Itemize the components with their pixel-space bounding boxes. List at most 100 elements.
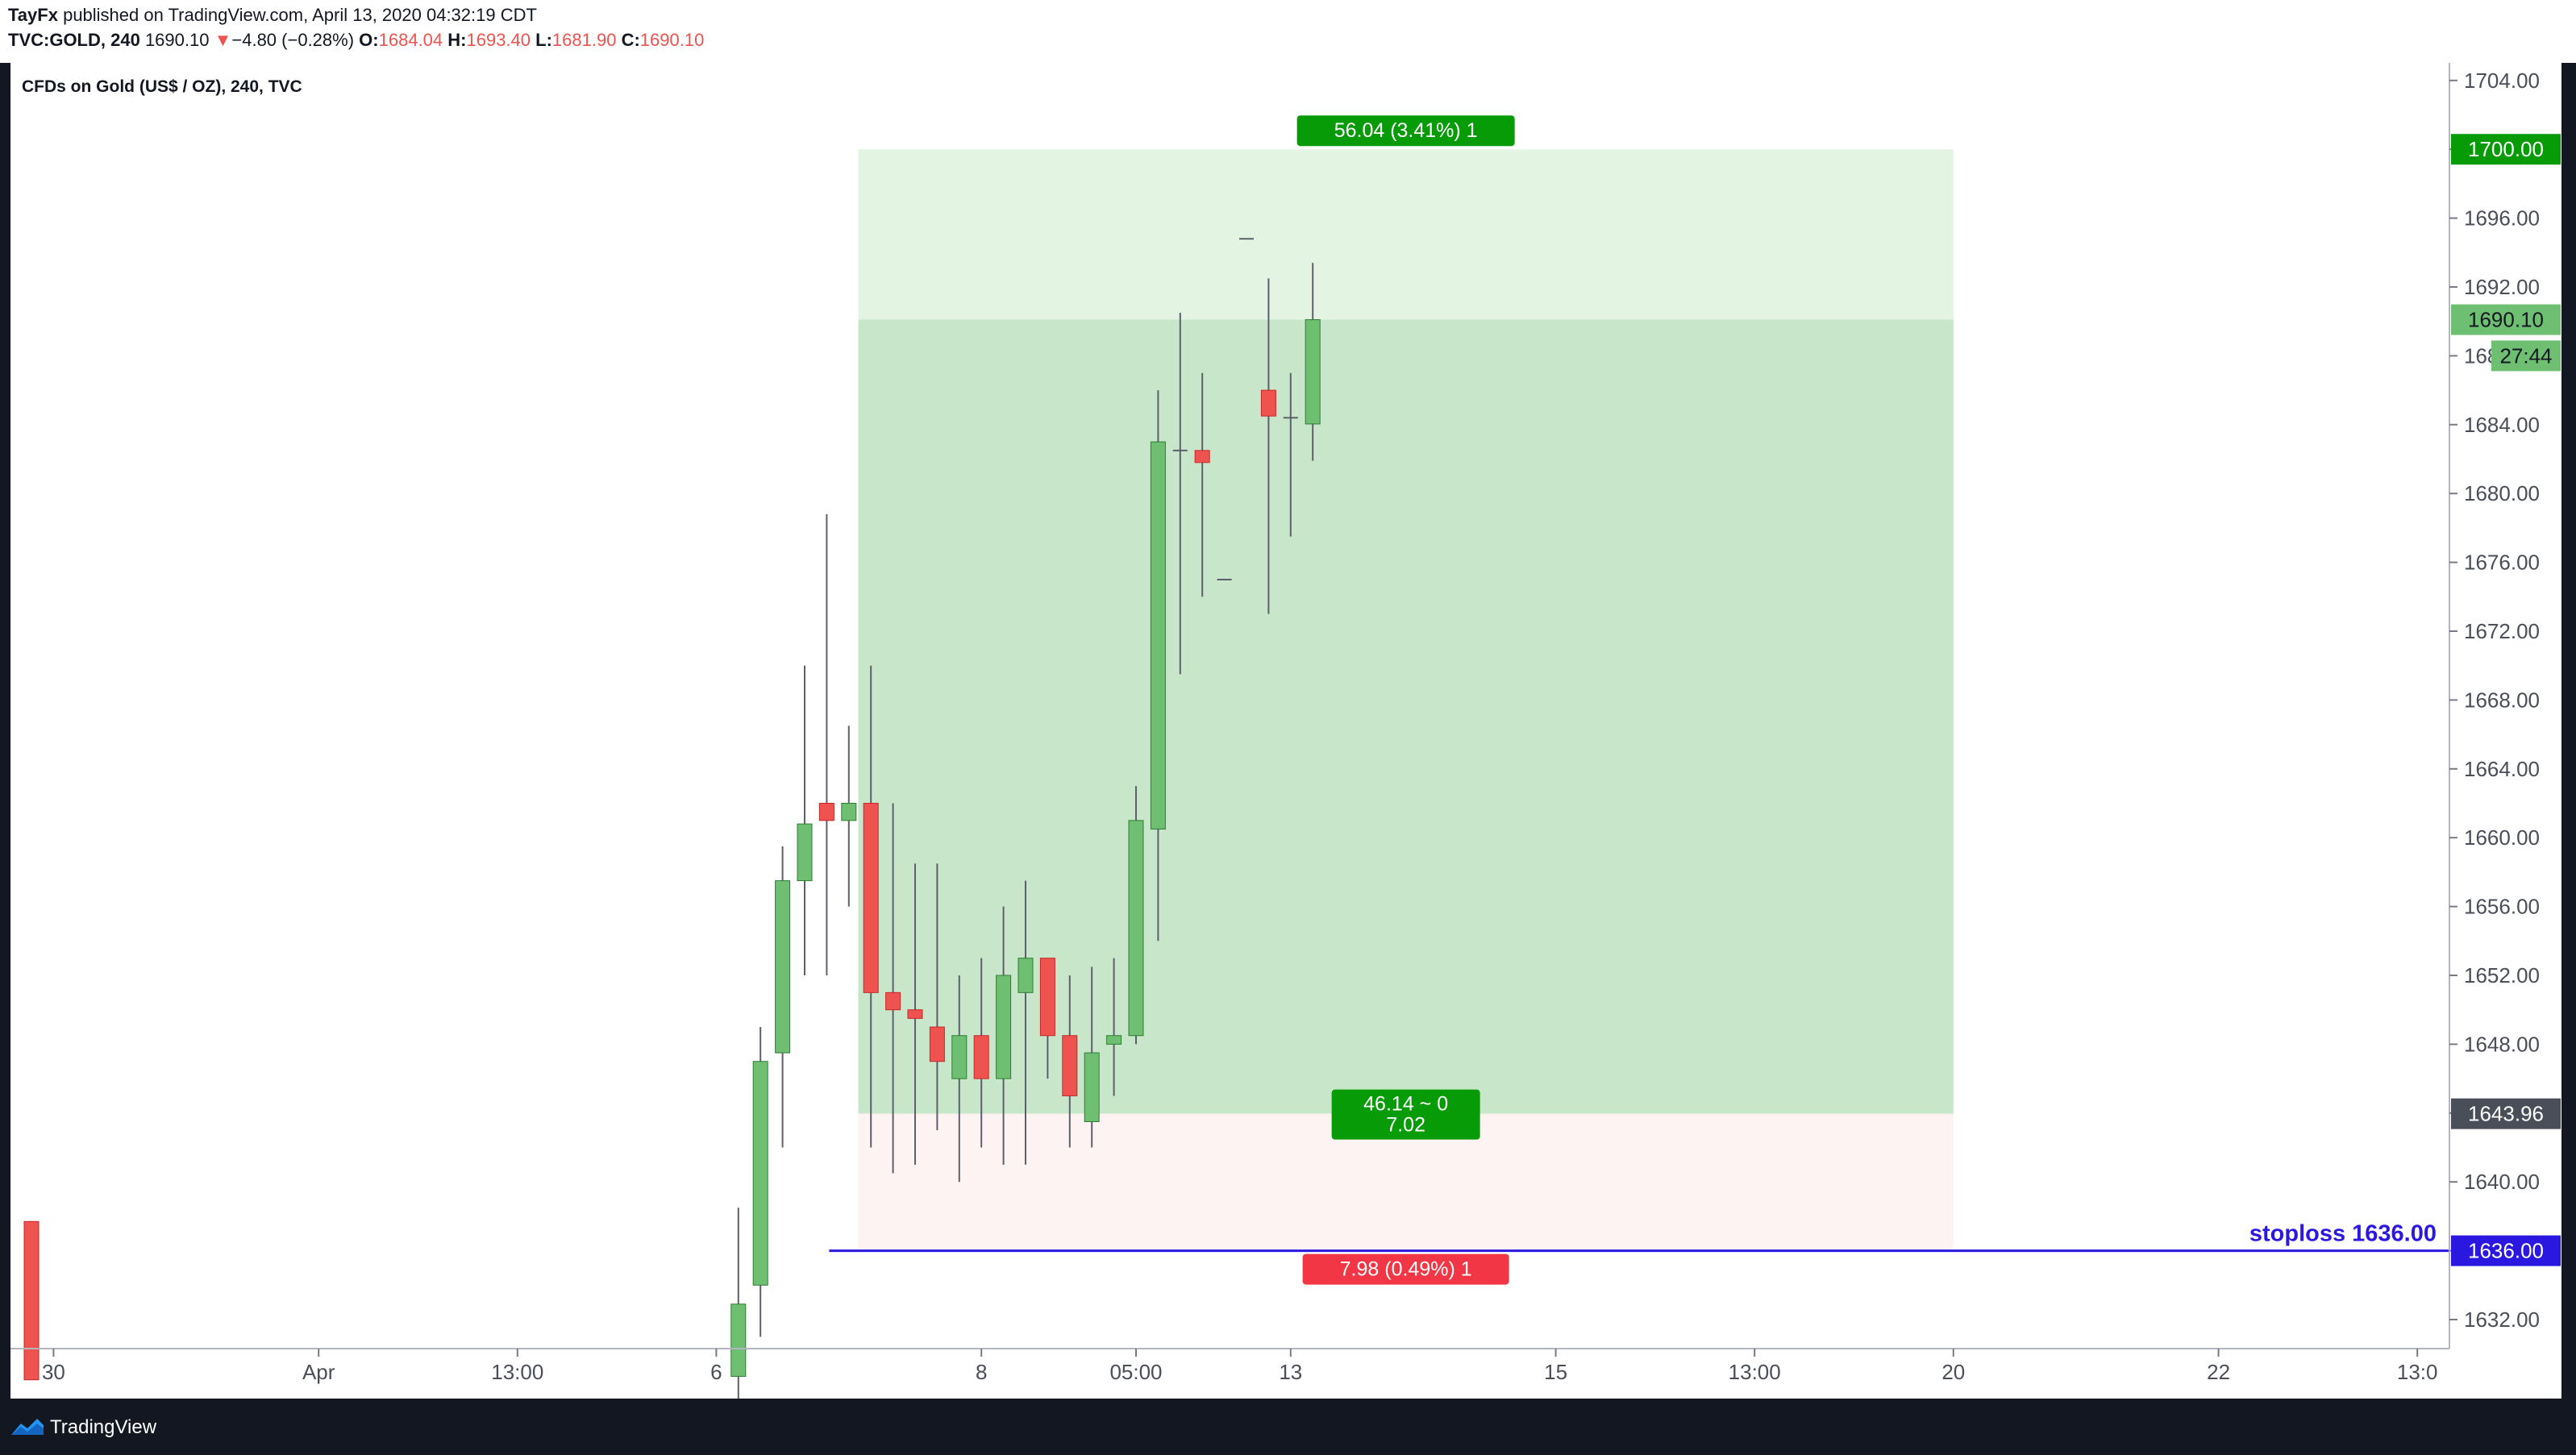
- entry-badge-line1: 46.14 ~ 0: [1363, 1093, 1448, 1116]
- price-tick-label: 1640.00: [2464, 1170, 2540, 1194]
- price-tick-label: 1648.00: [2464, 1032, 2540, 1056]
- price-chart[interactable]: CFDs on Gold (US$ / OZ), 240, TVC stoplos…: [10, 63, 2561, 1399]
- chart-title: CFDs on Gold (US$ / OZ), 240, TVC: [22, 77, 302, 96]
- time-tick-label: 30: [42, 1360, 65, 1384]
- price-tick-label: 1664.00: [2464, 757, 2540, 781]
- price-label-blue: 1636.00: [2451, 1235, 2561, 1266]
- candle-body: [1260, 389, 1276, 417]
- target-zone-lower: [858, 319, 1954, 1114]
- price-tick-label: 1704.00: [2464, 69, 2540, 93]
- time-tick-label: 22: [2207, 1360, 2230, 1384]
- entry-badge-line2: 7.02: [1386, 1114, 1425, 1137]
- last-price: 1690.10: [144, 30, 210, 50]
- chart-area[interactable]: CFDs on Gold (US$ / OZ), 240, TVC stoplos…: [10, 63, 2561, 1399]
- candle-body: [841, 803, 857, 821]
- candle-body: [23, 1220, 40, 1381]
- candle-body: [1150, 441, 1166, 830]
- candle-body: [885, 991, 901, 1011]
- candle-body: [863, 803, 879, 993]
- price-label-bg: [2491, 340, 2561, 372]
- close-label: C:: [621, 30, 640, 50]
- price-label-bg: [2451, 1098, 2561, 1129]
- price-label-lightgreen: 1690.10: [2451, 304, 2561, 335]
- price-tick-label: 1632.00: [2464, 1307, 2540, 1332]
- price-tick-label: 1656.00: [2464, 895, 2540, 919]
- open-label: O:: [359, 30, 379, 50]
- price-tick-label: 1652.00: [2464, 963, 2540, 987]
- price-label-text: 27:44: [2499, 343, 2552, 368]
- candle-body: [775, 880, 791, 1054]
- price-label-text: 1700.00: [2468, 137, 2544, 161]
- price-tick-label: 1684.00: [2464, 413, 2540, 437]
- candle-body: [951, 1035, 968, 1079]
- target-badge: 56.04 (3.41%) 1: [1296, 115, 1515, 147]
- symbol-info-line: TVC:GOLD, 240 1690.10 ▼−4.80 (−0.28%) O:…: [8, 30, 704, 51]
- publish-info: TayFx published on TradingView.com, Apri…: [8, 5, 537, 26]
- price-label-bg: [2451, 1235, 2561, 1266]
- candle-body: [818, 803, 834, 821]
- price-label-text: 1636.00: [2468, 1239, 2544, 1263]
- time-tick-label: 13:0: [2397, 1360, 2438, 1384]
- price-label-lightgreen-timer: 27:44: [2491, 340, 2561, 372]
- price-tick-label: 1660.00: [2464, 825, 2540, 850]
- target-zone-upper: [858, 149, 1954, 320]
- price-label-green: 1700.00: [2451, 134, 2561, 165]
- price-label-gray: 1643.96: [2451, 1098, 2561, 1129]
- candle-body: [1106, 1035, 1122, 1045]
- price-change: −4.80 (−0.28%): [231, 30, 355, 50]
- open-value: 1684.04: [378, 30, 443, 50]
- candle-body: [752, 1061, 768, 1286]
- symbol-name: TVC:GOLD, 240: [8, 30, 140, 50]
- price-tick-label: 1696.00: [2464, 206, 2540, 231]
- candle-body: [1305, 319, 1321, 425]
- candle-body: [1194, 450, 1210, 464]
- stop-badge-label: 7.98 (0.49%) 1: [1340, 1258, 1472, 1281]
- price-label-text: 1643.96: [2468, 1102, 2544, 1126]
- price-tick-label: 1676.00: [2464, 551, 2540, 575]
- stop-badge-bg: [1302, 1253, 1509, 1285]
- price-label-bg: [2451, 134, 2561, 165]
- stoploss-label: stoploss 1636.00: [2249, 1221, 2437, 1247]
- stop-badge: 7.98 (0.49%) 1: [1302, 1253, 1509, 1285]
- entry-badge: 46.14 ~ 07.02: [1331, 1089, 1480, 1140]
- price-tick-label: 1668.00: [2464, 688, 2540, 712]
- tradingview-logo-icon[interactable]: [10, 1417, 45, 1436]
- time-tick-label: 13: [1279, 1360, 1302, 1384]
- high-value: 1693.40: [466, 30, 531, 50]
- candle-body: [907, 1009, 923, 1019]
- candle-body: [730, 1303, 747, 1377]
- price-tick-label: 1680.00: [2464, 481, 2540, 505]
- candle-body: [973, 1035, 989, 1079]
- candle-body: [797, 823, 813, 882]
- published-text: published on TradingView.com, April 13, …: [63, 5, 537, 25]
- time-tick-label: 05:00: [1109, 1360, 1162, 1384]
- high-label: H:: [447, 30, 467, 50]
- candle-body: [1039, 958, 1055, 1037]
- candle-body: [1128, 820, 1144, 1037]
- footer: TradingView: [0, 1399, 2576, 1455]
- time-tick-label: 8: [976, 1360, 987, 1384]
- close-value: 1690.10: [639, 30, 705, 50]
- time-tick-label: 20: [1941, 1360, 1965, 1384]
- low-value: 1681.90: [551, 30, 617, 50]
- price-label-bg: [2451, 304, 2561, 335]
- target-badge-label: 56.04 (3.41%) 1: [1334, 119, 1478, 142]
- price-tick-label: 1672.00: [2464, 619, 2540, 643]
- candle-body: [1062, 1035, 1078, 1096]
- time-tick-label: 6: [710, 1360, 722, 1384]
- change-down-icon: ▼: [214, 30, 232, 50]
- tradingview-brand[interactable]: TradingView: [50, 1416, 157, 1438]
- entry-badge-bg: [1331, 1089, 1480, 1140]
- candle-body: [1017, 958, 1034, 993]
- low-label: L:: [535, 30, 552, 50]
- candle-body: [929, 1026, 945, 1062]
- price-tick-label: 1692.00: [2464, 275, 2540, 299]
- candle-body: [1084, 1052, 1100, 1122]
- time-tick-label: Apr: [302, 1360, 335, 1384]
- time-tick-label: 13:00: [1729, 1360, 1781, 1384]
- price-label-text: 1690.10: [2468, 308, 2544, 332]
- chart-header: TayFx published on TradingView.com, Apri…: [0, 0, 2576, 63]
- target-badge-bg: [1296, 115, 1515, 147]
- publisher-name[interactable]: TayFx: [8, 5, 58, 25]
- time-tick-label: 13:00: [491, 1360, 543, 1384]
